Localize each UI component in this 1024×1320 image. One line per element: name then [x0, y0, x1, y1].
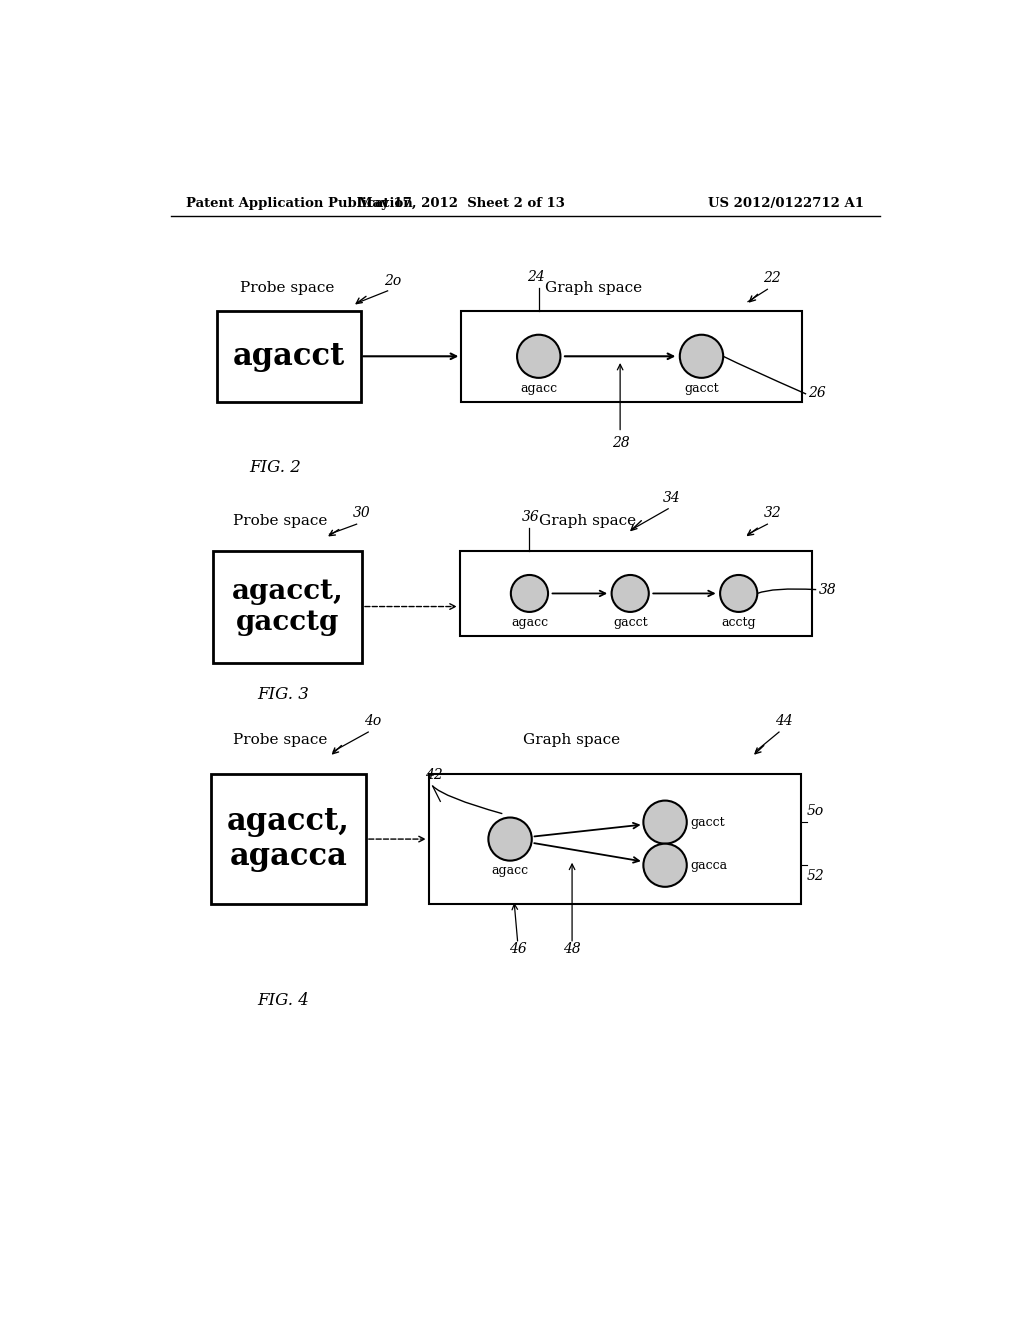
Text: 38: 38 [818, 582, 837, 597]
Text: agacc: agacc [511, 615, 548, 628]
Bar [217, 312, 360, 401]
Text: 2o: 2o [384, 273, 401, 288]
Text: gacca: gacca [690, 859, 728, 871]
Text: Graph space: Graph space [523, 734, 621, 747]
Bar [460, 552, 812, 636]
Text: 48: 48 [563, 942, 581, 956]
Circle shape [643, 843, 687, 887]
Text: agacc: agacc [492, 865, 528, 878]
Text: Probe space: Probe space [232, 513, 327, 528]
Text: agacct: agacct [232, 341, 345, 372]
Text: 22: 22 [764, 272, 781, 285]
Text: US 2012/0122712 A1: US 2012/0122712 A1 [709, 197, 864, 210]
Bar [429, 775, 801, 904]
Circle shape [611, 576, 649, 612]
Text: 44: 44 [775, 714, 793, 729]
Text: Probe space: Probe space [241, 281, 335, 296]
Bar [211, 775, 366, 904]
Bar [461, 312, 802, 401]
Text: 32: 32 [764, 507, 781, 520]
Text: 46: 46 [509, 942, 526, 956]
Text: agacct,
gacctg: agacct, gacctg [231, 578, 343, 636]
Text: FIG. 4: FIG. 4 [257, 993, 309, 1010]
Text: 24: 24 [527, 269, 545, 284]
Text: gacct: gacct [690, 816, 725, 829]
Circle shape [488, 817, 531, 861]
Text: FIG. 3: FIG. 3 [257, 686, 309, 702]
Circle shape [517, 335, 560, 378]
Text: 5o: 5o [807, 804, 824, 818]
Text: 28: 28 [612, 437, 630, 450]
Text: 34: 34 [663, 491, 681, 506]
Text: acctg: acctg [721, 615, 756, 628]
Text: 36: 36 [521, 510, 540, 524]
Circle shape [680, 335, 723, 378]
Circle shape [511, 576, 548, 612]
Text: 4o: 4o [365, 714, 382, 729]
Circle shape [720, 576, 758, 612]
Text: 26: 26 [809, 387, 826, 400]
Circle shape [643, 800, 687, 843]
Text: Probe space: Probe space [232, 734, 327, 747]
Text: 30: 30 [352, 507, 371, 520]
Text: Graph space: Graph space [539, 513, 636, 528]
Text: Graph space: Graph space [545, 281, 642, 296]
Bar [213, 552, 362, 663]
Text: FIG. 2: FIG. 2 [249, 459, 301, 477]
Text: gacct: gacct [684, 381, 719, 395]
Text: Patent Application Publication: Patent Application Publication [186, 197, 413, 210]
Text: 52: 52 [807, 869, 824, 883]
Text: 42: 42 [425, 768, 442, 781]
Text: May 17, 2012  Sheet 2 of 13: May 17, 2012 Sheet 2 of 13 [357, 197, 564, 210]
Text: gacct: gacct [613, 615, 647, 628]
Text: agacc: agacc [520, 381, 557, 395]
Text: agacct,
agacca: agacct, agacca [227, 805, 350, 873]
